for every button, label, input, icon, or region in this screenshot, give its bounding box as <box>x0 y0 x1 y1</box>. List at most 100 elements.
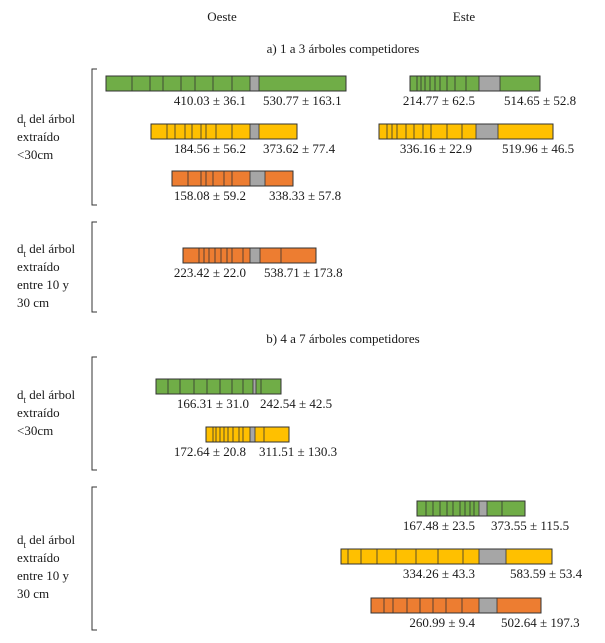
label-subscript: t <box>24 119 27 129</box>
bar-inner-zone <box>172 171 250 186</box>
group-label-line: extraído <box>17 405 60 420</box>
bar-left-value: 167.48 ± 23.5 <box>403 518 475 533</box>
bar-gap-zone <box>250 171 265 186</box>
group-label-line: dt del árbol <box>17 241 75 259</box>
group-label-line: entre 10 y <box>17 568 69 583</box>
bar-inner-zone <box>183 248 250 263</box>
bar-gap-zone <box>476 124 498 139</box>
bar-outline <box>370 597 542 614</box>
label-prefix: d <box>17 387 24 402</box>
bar-outer-zone <box>259 76 346 91</box>
bar-este-green: 167.48 ± 23.5 373.55 ± 115.5 <box>403 500 569 533</box>
group-bracket <box>91 486 97 631</box>
bar-oeste-yellow: 184.56 ± 56.2 373.62 ± 77.4 <box>150 123 336 156</box>
column-header-oeste: Oeste <box>207 9 237 24</box>
bar-left-value: 214.77 ± 62.5 <box>403 93 475 108</box>
bar-right-value: 242.54 ± 42.5 <box>260 396 332 411</box>
bar-este-green: 214.77 ± 62.5 514.65 ± 52.8 <box>403 75 576 108</box>
bar-outer-zone <box>256 379 281 394</box>
bar-oeste-orange: 223.42 ± 22.0 538.71 ± 173.8 <box>174 247 343 280</box>
bar-oeste-green: 166.31 ± 31.0 242.54 ± 42.5 <box>155 378 332 411</box>
bar-outer-zone <box>498 124 553 139</box>
bar-outline <box>378 123 554 140</box>
bar-outer-zone <box>506 549 552 564</box>
bar-inner-zone <box>417 501 479 516</box>
bar-outer-zone <box>265 171 293 186</box>
group-label-line: 30 cm <box>17 295 49 310</box>
bar-gap-zone <box>253 379 256 394</box>
bar-gap-zone <box>250 427 255 442</box>
bar-right-value: 514.65 ± 52.8 <box>504 93 576 108</box>
group-bracket <box>91 221 97 313</box>
label-first-rest: del árbol <box>26 532 75 547</box>
bar-inner-zone <box>379 124 476 139</box>
group-bracket <box>91 68 97 206</box>
bar-right-value: 373.62 ± 77.4 <box>263 141 336 156</box>
bar-outer-zone <box>255 427 289 442</box>
bar-left-value: 410.03 ± 36.1 <box>174 93 246 108</box>
bar-outer-zone <box>487 501 525 516</box>
bar-outline <box>171 170 294 187</box>
group-label-line: dt del árbol <box>17 387 75 405</box>
bar-right-value: 519.96 ± 46.5 <box>502 141 574 156</box>
bar-right-value: 583.59 ± 53.4 <box>510 566 583 581</box>
label-prefix: d <box>17 532 24 547</box>
bar-outline <box>205 426 290 443</box>
bar-inner-zone <box>341 549 479 564</box>
bar-left-value: 172.64 ± 20.8 <box>174 444 246 459</box>
group-label-line: extraído <box>17 550 60 565</box>
bar-outer-zone <box>500 76 540 91</box>
bar-outer-zone <box>497 598 541 613</box>
bar-gap-zone <box>250 124 259 139</box>
group-label-line: <30cm <box>17 423 53 438</box>
bar-left-value: 166.31 ± 31.0 <box>177 396 249 411</box>
bar-inner-zone <box>106 76 250 91</box>
bar-left-value: 223.42 ± 22.0 <box>174 265 246 280</box>
group-label-line: <30cm <box>17 147 53 162</box>
bar-outline <box>105 75 347 92</box>
bar-right-value: 538.71 ± 173.8 <box>264 265 343 280</box>
bar-right-value: 373.55 ± 115.5 <box>491 518 569 533</box>
group-label-line: extraído <box>17 129 60 144</box>
bar-gap-zone <box>250 248 260 263</box>
label-subscript: t <box>24 249 27 259</box>
bar-este-yellow: 334.26 ± 43.3 583.59 ± 53.4 <box>340 548 583 581</box>
bar-left-value: 260.99 ± 9.4 <box>409 615 475 630</box>
bar-right-value: 311.51 ± 130.3 <box>259 444 337 459</box>
group-label-line: dt del árbol <box>17 532 75 550</box>
bar-right-value: 338.33 ± 57.8 <box>269 188 341 203</box>
bar-left-value: 334.26 ± 43.3 <box>403 566 475 581</box>
bar-oeste-yellow: 172.64 ± 20.8 311.51 ± 130.3 <box>174 426 337 459</box>
bar-outline <box>340 548 553 565</box>
label-prefix: d <box>17 241 24 256</box>
bar-inner-zone <box>371 598 479 613</box>
section-title-b: b) 4 a 7 árboles competidores <box>266 331 419 346</box>
label-first-rest: del árbol <box>26 387 75 402</box>
bar-gap-zone <box>479 501 487 516</box>
column-header-este: Este <box>453 9 476 24</box>
group-bracket <box>91 356 97 471</box>
group-label-line: extraído <box>17 259 60 274</box>
bar-left-value: 336.16 ± 22.9 <box>400 141 472 156</box>
bar-right-value: 502.64 ± 197.3 <box>501 615 580 630</box>
label-subscript: t <box>24 395 27 405</box>
bar-gap-zone <box>479 549 506 564</box>
group-label-line: 30 cm <box>17 586 49 601</box>
bar-outline <box>150 123 298 140</box>
bar-outline <box>409 75 541 92</box>
bar-outline <box>416 500 526 517</box>
bar-inner-zone <box>410 76 479 91</box>
label-subscript: t <box>24 540 27 550</box>
section-title-a: a) 1 a 3 árboles competidores <box>267 41 420 56</box>
label-first-rest: del árbol <box>26 241 75 256</box>
group-label-line: dt del árbol <box>17 111 75 129</box>
label-prefix: d <box>17 111 24 126</box>
bar-left-value: 184.56 ± 56.2 <box>174 141 246 156</box>
label-first-rest: del árbol <box>26 111 75 126</box>
bars-layer: 410.03 ± 36.1 530.77 ± 163.1 214.77 ± 62.5… <box>105 75 583 630</box>
